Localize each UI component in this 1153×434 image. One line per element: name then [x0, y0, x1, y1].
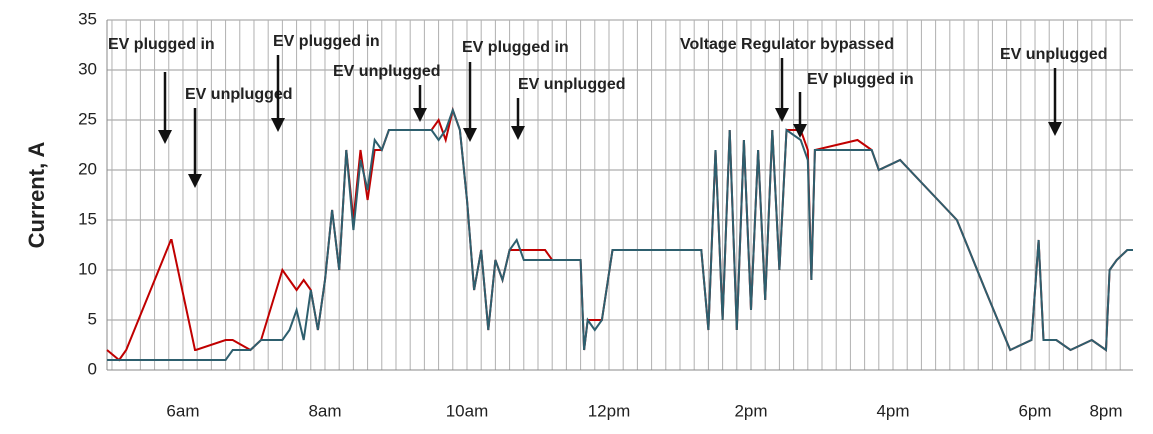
annotation: EV plugged in — [807, 71, 914, 88]
arrow-head — [775, 108, 789, 122]
annotation: EV unplugged — [185, 86, 293, 103]
x-tick-label: 4pm — [876, 401, 909, 420]
annotation: EV plugged in — [273, 33, 380, 50]
annotation: EV unplugged — [1000, 46, 1108, 63]
x-tick-label: 8am — [308, 401, 341, 420]
y-tick-label: 5 — [88, 309, 97, 328]
arrow-head — [793, 124, 807, 138]
x-tick-label: 12pm — [588, 401, 631, 420]
annotation: EV unplugged — [333, 63, 441, 80]
y-tick-label: 20 — [78, 159, 97, 178]
x-tick-label: 6pm — [1018, 401, 1051, 420]
x-tick-label: 10am — [446, 401, 489, 420]
series-line — [106, 106, 1133, 362]
arrow-head — [1048, 122, 1062, 136]
arrow-head — [271, 118, 285, 132]
lines — [106, 106, 1133, 362]
grid — [106, 19, 1133, 371]
y-tick-label: 0 — [88, 359, 97, 378]
y-tick-label: 30 — [78, 59, 97, 78]
annotations: EV plugged in EV unplugged EV plugged in… — [108, 33, 1108, 188]
annotation: EV plugged in — [462, 39, 569, 56]
y-axis-title: Current, A — [24, 142, 49, 249]
annotation: EV unplugged — [518, 76, 626, 93]
x-tick-label: 8pm — [1089, 401, 1122, 420]
x-tick-label: 6am — [166, 401, 199, 420]
x-tick-label: 2pm — [734, 401, 767, 420]
annotation: Voltage Regulator bypassed — [680, 36, 894, 53]
arrow-head — [158, 130, 172, 144]
y-tick-label: 10 — [78, 259, 97, 278]
arrow-head — [463, 128, 477, 142]
annotation: EV plugged in — [108, 36, 215, 53]
arrow-head — [413, 108, 427, 122]
arrow-head — [188, 174, 202, 188]
y-tick-label: 35 — [78, 9, 97, 28]
series-line — [107, 107, 1133, 361]
y-tick-label: 15 — [78, 209, 97, 228]
arrow-head — [511, 126, 525, 140]
y-tick-label: 25 — [78, 109, 97, 128]
